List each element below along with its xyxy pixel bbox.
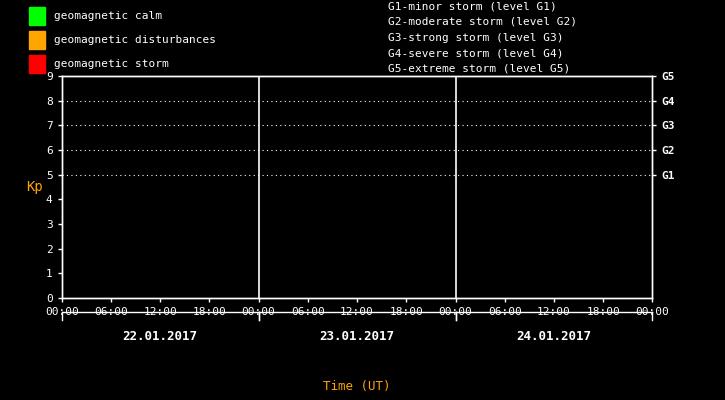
Text: G3-strong storm (level G3): G3-strong storm (level G3): [388, 33, 563, 43]
Text: G5-extreme storm (level G5): G5-extreme storm (level G5): [388, 64, 570, 74]
Text: geomagnetic disturbances: geomagnetic disturbances: [54, 35, 215, 45]
Text: geomagnetic storm: geomagnetic storm: [54, 59, 168, 69]
Text: Time (UT): Time (UT): [323, 380, 391, 393]
Bar: [29, 55, 45, 73]
Y-axis label: Kp: Kp: [26, 180, 43, 194]
Text: 24.01.2017: 24.01.2017: [516, 330, 592, 343]
Bar: [29, 7, 45, 25]
Bar: [29, 31, 45, 49]
Text: G1-minor storm (level G1): G1-minor storm (level G1): [388, 1, 557, 11]
Text: G2-moderate storm (level G2): G2-moderate storm (level G2): [388, 17, 577, 27]
Text: 23.01.2017: 23.01.2017: [320, 330, 394, 343]
Text: 22.01.2017: 22.01.2017: [123, 330, 198, 343]
Text: geomagnetic calm: geomagnetic calm: [54, 11, 162, 21]
Text: G4-severe storm (level G4): G4-severe storm (level G4): [388, 48, 563, 58]
